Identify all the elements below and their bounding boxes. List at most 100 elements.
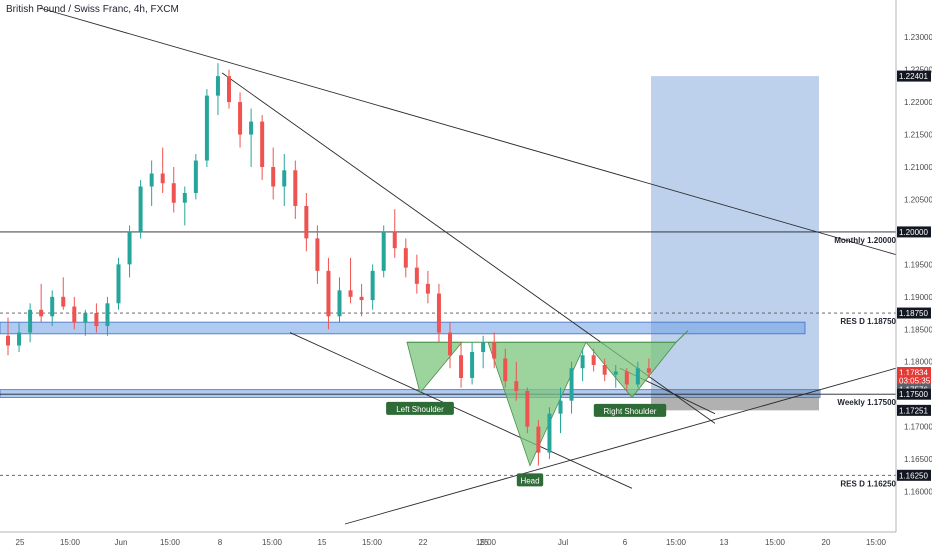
y-tick-label: 1.18000 [904, 358, 932, 367]
candle-body [392, 231, 397, 249]
candle-body [149, 173, 154, 187]
candle-body [50, 296, 55, 317]
chart-title: British Pound / Swiss Franc, 4h, FXCM [6, 4, 179, 15]
price-tag [897, 388, 931, 400]
candle-body [646, 368, 651, 373]
candle-body [238, 102, 243, 135]
candle-body [127, 231, 132, 265]
candle-body [293, 170, 298, 206]
y-tick-label: 1.16500 [904, 455, 932, 464]
y-tick-label: 1.17000 [904, 423, 932, 432]
candle-body [271, 167, 276, 187]
pattern-label: Right Shoulder [604, 407, 657, 416]
y-tick-label: 1.20500 [904, 195, 932, 204]
level-label: RES D 1.16250 [840, 479, 896, 488]
candle-body [28, 309, 33, 333]
candle-body [6, 335, 10, 346]
candle-body [171, 183, 176, 203]
x-tick-label: 15:00 [362, 538, 383, 547]
price-tag [897, 375, 931, 387]
candle-body [116, 264, 121, 304]
pattern-label-box [386, 401, 454, 415]
y-tick-label: 1.19000 [904, 293, 932, 302]
pattern-label: Left Shoulder [396, 405, 444, 414]
x-tick-label: 15:00 [765, 538, 786, 547]
candle-body [215, 76, 220, 96]
x-tick-label: 15:00 [666, 538, 687, 547]
price-tag-label: 1.20000 [899, 228, 928, 237]
lower-channel-line [289, 332, 633, 489]
price-tag-label: 1.17500 [899, 390, 928, 399]
candle-body [569, 368, 574, 401]
candle-body [381, 231, 386, 271]
candle-body [613, 371, 618, 375]
candle-body [160, 173, 165, 184]
ascending-trendline [344, 367, 897, 525]
price-tag-label: 03:05:35 [899, 377, 931, 386]
price-tag-label: 1.22401 [899, 72, 928, 81]
candle-body [591, 355, 596, 365]
target-zone [651, 76, 819, 390]
price-tag-label: 1.18750 [899, 309, 928, 318]
long-trendline [39, 7, 897, 256]
x-tick-label: 13 [720, 538, 729, 547]
candle-body [17, 332, 22, 346]
pattern-label-box [516, 473, 544, 487]
y-tick-label: 1.16000 [904, 488, 932, 497]
x-tick-label: 20 [822, 538, 831, 547]
y-tick-label: 1.19500 [904, 260, 932, 269]
candle-body [425, 283, 430, 294]
left-shoulder-shape [406, 341, 463, 394]
candle-body [624, 371, 629, 385]
price-tag [897, 70, 931, 82]
x-tick-label: 15:00 [866, 538, 887, 547]
candle-body [94, 313, 99, 327]
candle-body [514, 381, 519, 391]
support-zone [0, 389, 821, 398]
candle-body [61, 296, 66, 307]
candle-body [436, 293, 441, 333]
candle-body [414, 267, 419, 284]
price-tag [897, 226, 931, 238]
candle-body [580, 355, 585, 369]
x-tick-label: 15:00 [476, 538, 497, 547]
x-tick-label: 8 [218, 538, 223, 547]
price-tag [897, 404, 931, 416]
x-tick-label: 22 [419, 538, 428, 547]
candle-body [326, 270, 331, 317]
candle-body [602, 364, 607, 375]
x-tick-label: 6 [623, 538, 628, 547]
x-tick-label: 15:00 [262, 538, 283, 547]
candle-body [635, 368, 640, 385]
price-tag [897, 307, 931, 319]
candle-body [503, 358, 508, 382]
candle-body [193, 160, 198, 193]
y-tick-label: 1.22500 [904, 66, 932, 75]
candle-body [348, 290, 353, 297]
candle-body [337, 290, 342, 317]
price-tag [897, 469, 931, 481]
candle-body [315, 238, 320, 271]
candle-body [448, 332, 452, 356]
price-tag-label: 1.17251 [899, 406, 928, 415]
candle-body [227, 76, 231, 103]
candle-body [105, 303, 110, 327]
x-tick-label: 25 [480, 538, 489, 547]
candle-body [182, 192, 187, 203]
level-label: RES D 1.18750 [840, 317, 896, 326]
pattern-label-box [593, 403, 667, 417]
candle-body [138, 186, 143, 232]
candle-body [492, 342, 497, 359]
candle-body [282, 170, 287, 187]
y-tick-label: 1.22000 [904, 98, 932, 107]
candle-body [260, 121, 265, 168]
candle-body [359, 296, 364, 301]
pattern-label: Head [520, 476, 539, 485]
candle-body [558, 400, 563, 414]
neckline [407, 330, 689, 343]
price-tag-label: 1.16250 [899, 471, 928, 480]
resistance-zone [0, 321, 806, 335]
candle-body [39, 309, 44, 317]
candle-body [525, 390, 530, 427]
